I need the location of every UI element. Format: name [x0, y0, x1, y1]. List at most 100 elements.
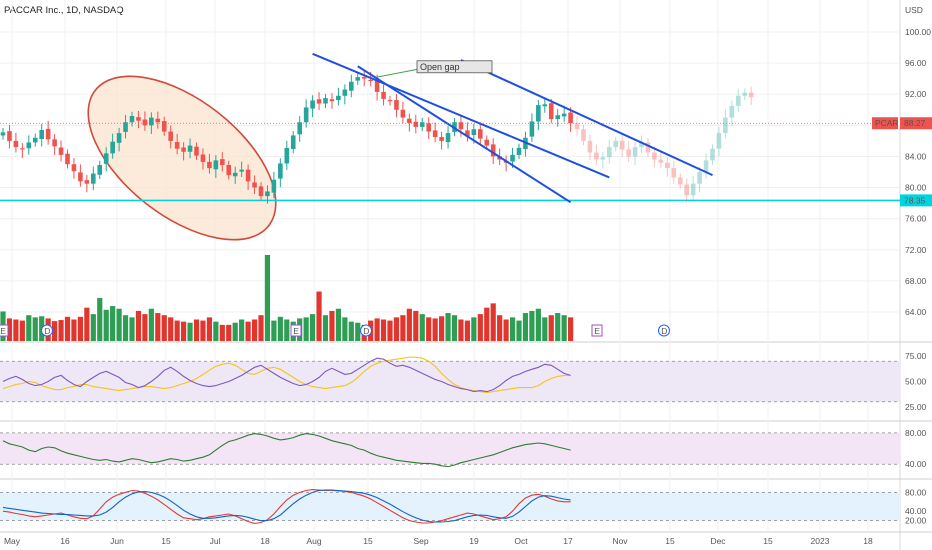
time-tick-label: 2023 [811, 536, 830, 546]
price-candle [168, 125, 173, 149]
axis-layer: 100.0096.0092.0088.0084.0080.0076.0072.0… [4, 27, 932, 546]
candle-body [465, 130, 470, 137]
candle-body [194, 146, 199, 156]
price-candle [336, 87, 341, 106]
time-tick-label: 18 [863, 536, 873, 546]
volume-bar [6, 318, 13, 341]
volume-bar [122, 315, 129, 341]
volume-bar [174, 320, 180, 341]
time-tick-label: 15 [665, 536, 675, 546]
candle-body [200, 154, 206, 162]
price-candle [13, 132, 19, 153]
price-candle [58, 140, 64, 162]
candle-body [155, 118, 161, 123]
channel-line [312, 52, 610, 179]
price-candle [71, 158, 77, 179]
volume-bar [335, 308, 341, 341]
price-candle [52, 134, 57, 155]
event-box [591, 324, 603, 337]
price-candle [516, 143, 522, 160]
forecast-candle [607, 140, 612, 164]
channel-line [460, 59, 713, 177]
price-candle [561, 105, 567, 122]
symbol-tag-label: PCAR [875, 118, 899, 128]
candle-body [213, 160, 219, 170]
candle-body [594, 152, 599, 160]
stochastic-tick-label: 20.00 [905, 516, 927, 526]
price-candle [271, 171, 277, 198]
volume-bar [303, 317, 309, 341]
candle-body [65, 153, 70, 165]
earnings-marker: E [591, 324, 603, 337]
candle-body [632, 147, 638, 157]
candle-body [471, 129, 477, 136]
candle-body [52, 139, 57, 147]
price-candle [503, 155, 509, 172]
last-price-label: 88.27 [904, 118, 926, 128]
candle-body [78, 172, 83, 182]
price-candle [342, 84, 348, 105]
candle-body [645, 142, 651, 153]
price-candle [26, 135, 32, 155]
volume-bar [503, 319, 509, 341]
price-candle [407, 113, 412, 132]
annotation-box [416, 60, 493, 74]
volume-bar [490, 303, 496, 341]
forecast-candle [658, 151, 664, 169]
candle-body [336, 95, 341, 101]
time-tick-label: Dec [710, 536, 726, 546]
candle-body [619, 140, 625, 150]
volume-bar [374, 318, 380, 341]
price-candle [426, 117, 431, 140]
price-candle [91, 166, 96, 191]
candle-body [639, 142, 644, 148]
price-tick-label: 76.00 [905, 214, 927, 224]
price-candle [181, 142, 186, 161]
forecast-candle [671, 161, 677, 184]
volume-bar [232, 322, 238, 341]
volume-bar [71, 319, 77, 341]
price-candle [381, 84, 386, 106]
candle-body [142, 119, 148, 126]
volume-bar [393, 317, 400, 341]
volume-bar [277, 316, 283, 341]
time-tick-label: 15 [161, 536, 171, 546]
price-candle [123, 115, 128, 139]
candle-body [245, 169, 251, 182]
volume-bar [445, 313, 451, 341]
event-label: D [363, 326, 369, 336]
volume-bar [26, 315, 32, 341]
volume-bar [245, 321, 251, 341]
forecast-candle [742, 88, 748, 101]
price-candle [529, 113, 535, 142]
candle-body [684, 184, 689, 196]
candle-body [742, 92, 748, 96]
volume-bar [135, 310, 142, 341]
price-candle [187, 138, 193, 159]
candle-body [103, 153, 109, 164]
volume-bar [406, 308, 412, 341]
event-label: E [594, 326, 600, 336]
volume-bar [509, 317, 516, 341]
candle-body [555, 115, 560, 120]
candle-body [568, 112, 573, 124]
candle-body [323, 98, 328, 104]
forecast-candle [587, 134, 593, 161]
price-candle [310, 95, 315, 118]
volume-bar [206, 317, 212, 341]
time-tick-label: Jun [110, 536, 124, 546]
earnings-marker: E [290, 324, 302, 337]
volume-bar [548, 315, 554, 341]
volume-bar [329, 310, 335, 341]
candle-body [536, 105, 541, 122]
candle-body [716, 133, 722, 149]
price-candle [103, 147, 109, 172]
price-candle [555, 109, 560, 127]
volume-bar [181, 321, 187, 341]
candle-body [290, 135, 296, 150]
candle-body [71, 164, 77, 172]
candle-body [187, 145, 193, 152]
volume-bar [97, 298, 103, 341]
forecast-candle [594, 144, 599, 165]
